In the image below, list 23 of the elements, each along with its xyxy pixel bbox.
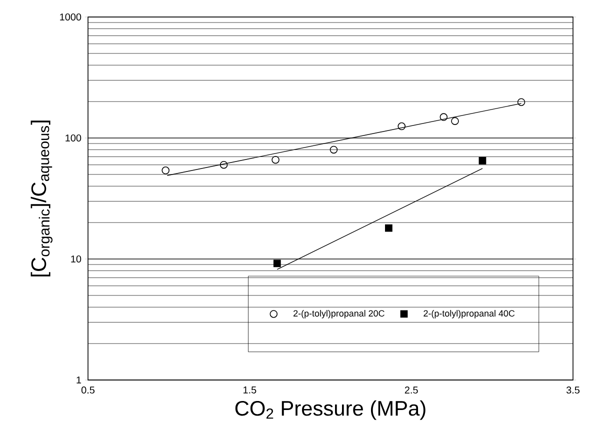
legend-label: 2-(p-tolyl)propanal 20C <box>294 310 384 318</box>
x-axis-title: CO$_{2}$ Pressure (MPa) <box>235 400 426 420</box>
point <box>272 156 280 164</box>
x-tick-label: 0.5 <box>81 386 95 394</box>
point <box>330 146 338 154</box>
x-tick-label: 2.5 <box>404 386 418 394</box>
point <box>451 117 459 125</box>
point <box>398 122 406 130</box>
point <box>162 166 170 174</box>
legend-label: 2-(p-tolyl)propanal 40C <box>424 310 515 318</box>
point <box>440 113 448 121</box>
point <box>273 260 281 268</box>
y-tick-label: 1000 <box>60 13 82 21</box>
point <box>517 98 526 106</box>
y-tick-label: 10 <box>71 255 82 263</box>
x-tick-label: 3.5 <box>566 386 580 394</box>
y-tick-label: 1 <box>76 376 82 384</box>
point <box>220 160 228 169</box>
x-tick-label: 1.5 <box>244 386 256 394</box>
point <box>385 224 392 232</box>
y-axis-title: [C$_{organic}$]/C$_{aqueous}$] <box>30 120 52 276</box>
point <box>478 156 486 164</box>
y-tick-label: 100 <box>66 134 82 142</box>
